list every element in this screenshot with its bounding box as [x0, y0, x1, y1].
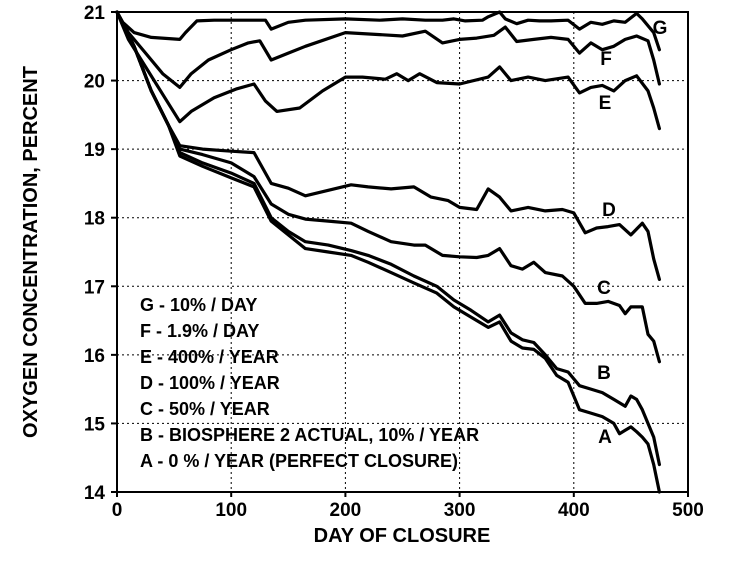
series-group [115, 10, 662, 494]
series-label-a: A [598, 427, 612, 448]
legend-entry: F - 1.9% / DAY [140, 321, 259, 341]
plot-frame [116, 11, 689, 493]
x-tick-label: 300 [444, 500, 476, 521]
series-line-f [115, 10, 662, 90]
x-axis-title: DAY OF CLOSURE [314, 525, 491, 547]
y-tick-label: 18 [84, 209, 105, 230]
series-label-b: B [597, 363, 611, 384]
series-label-e: E [599, 93, 612, 114]
series-line-d [115, 10, 662, 281]
y-tick-label: 19 [84, 140, 105, 161]
y-tick-label: 16 [84, 346, 105, 367]
legend: G - 10% / DAY F - 1.9% / DAY E - 400% / YE… [140, 295, 479, 471]
y-tick-label: 20 [84, 72, 105, 93]
series-label-g: G [653, 18, 668, 39]
y-tick-label: 15 [84, 414, 106, 435]
series-labels: G F E D C B A [597, 18, 667, 448]
y-tick-label: 17 [84, 277, 105, 298]
legend-entry: E - 400% / YEAR [140, 347, 279, 367]
series-label-c: C [597, 278, 611, 299]
x-tick-label: 200 [330, 500, 362, 521]
x-tick-label: 0 [112, 500, 123, 521]
legend-entry: C - 50% / YEAR [140, 399, 270, 419]
x-tick-label: 500 [672, 500, 704, 521]
x-tick-label: 400 [558, 500, 590, 521]
y-tick-label: 21 [84, 3, 106, 24]
legend-entry: D - 100% / YEAR [140, 373, 280, 393]
x-tick-label: 100 [215, 500, 247, 521]
series-line-a [115, 10, 662, 494]
legend-entry: A - 0 % / YEAR (PERFECT CLOSURE) [140, 451, 458, 471]
series-line-c [115, 10, 662, 364]
series-line-b [115, 10, 662, 467]
series-label-d: D [602, 200, 616, 221]
y-tick-label: 14 [84, 483, 106, 504]
y-axis-title: OXYGEN CONCENTRATION, PERCENT [20, 66, 42, 438]
legend-entry: B - BIOSPHERE 2 ACTUAL, 10% / YEAR [140, 425, 479, 445]
series-line-e [115, 10, 662, 131]
series-line-g [115, 10, 662, 52]
series-label-f: F [600, 49, 612, 70]
ticks: 14 15 16 17 18 19 20 21 0 100 200 300 400 500 [84, 3, 704, 521]
legend-entry: G - 10% / DAY [140, 295, 257, 315]
